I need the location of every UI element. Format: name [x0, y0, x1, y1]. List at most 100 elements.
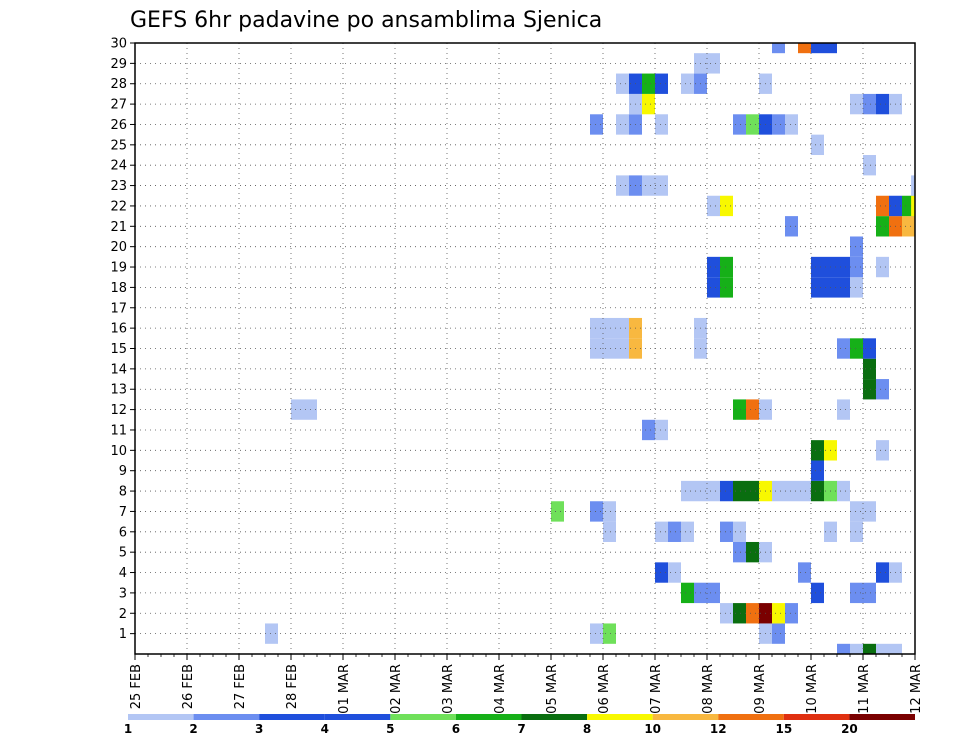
precip-cell — [772, 623, 785, 644]
precip-cell — [811, 277, 824, 298]
precip-cell — [863, 358, 876, 380]
precip-cell — [911, 195, 915, 217]
precip-cell — [850, 582, 863, 604]
precip-cell — [772, 603, 785, 624]
x-tick-label: 12 MAR — [909, 664, 924, 714]
precip-cell — [616, 114, 629, 135]
legend-label: 5 — [386, 722, 394, 736]
precip-cell — [707, 582, 720, 604]
precip-cell — [590, 338, 603, 359]
x-tick-label: 01 MAR — [337, 664, 352, 714]
y-tick-label: 21 — [110, 220, 127, 235]
precip-cell — [642, 93, 655, 115]
precip-cell — [603, 521, 616, 542]
x-tick-label: 02 MAR — [389, 664, 404, 714]
y-tick-label: 14 — [110, 362, 127, 377]
legend-label: 1 — [124, 722, 132, 736]
legend-swatch — [849, 714, 915, 720]
precip-cell — [655, 562, 668, 583]
precip-cell — [655, 521, 668, 542]
precip-cell — [863, 338, 876, 359]
precip-cell — [265, 623, 278, 644]
precip-cell — [837, 480, 850, 502]
precip-cell — [902, 216, 915, 237]
legend-label: 12 — [710, 722, 727, 736]
precip-cell — [616, 338, 629, 359]
precip-cell — [811, 480, 824, 502]
legend-label: 2 — [189, 722, 197, 736]
precip-cell — [863, 501, 876, 522]
x-tick-label: 27 FEB — [233, 664, 248, 709]
precip-cell — [837, 643, 850, 654]
precip-cell — [785, 480, 798, 502]
x-tick-label: 03 MAR — [441, 664, 456, 714]
precip-cell — [876, 440, 889, 461]
precip-cell — [746, 603, 759, 624]
precip-cell — [746, 541, 759, 563]
y-tick-label: 2 — [119, 607, 127, 622]
precip-cell — [668, 562, 681, 583]
y-tick-label: 5 — [119, 546, 127, 561]
y-tick-label: 24 — [110, 159, 127, 174]
precip-cell — [590, 317, 603, 339]
precip-cell — [616, 317, 629, 339]
precip-cell — [850, 643, 863, 654]
y-tick-label: 6 — [119, 525, 127, 540]
precip-cell — [720, 256, 733, 278]
y-tick-label: 8 — [119, 485, 127, 500]
precip-cell — [798, 43, 811, 54]
legend-label: 8 — [583, 722, 591, 736]
x-tick-label: 05 MAR — [545, 664, 560, 714]
y-tick-label: 13 — [110, 383, 127, 398]
precip-cell — [876, 216, 889, 237]
precip-cell — [707, 277, 720, 298]
precip-cell — [681, 582, 694, 604]
x-axis: 25 FEB 26 FEB 27 FEB 28 FEB 01 MAR 02 MAR 03 M… — [129, 654, 924, 714]
precip-cell — [603, 338, 616, 359]
legend-label: 3 — [255, 722, 263, 736]
legend-label: 10 — [644, 722, 661, 736]
y-tick-label: 11 — [110, 423, 127, 438]
precip-cell — [850, 256, 863, 278]
x-tick-label: 25 FEB — [129, 664, 144, 709]
precip-cell — [720, 195, 733, 217]
precip-cell — [720, 480, 733, 502]
precip-cell — [655, 73, 668, 94]
precip-cell — [824, 43, 837, 54]
precip-cell — [590, 623, 603, 644]
precip-cell — [863, 582, 876, 604]
precip-cell — [603, 317, 616, 339]
precip-cell — [655, 419, 668, 441]
legend-swatch — [455, 714, 522, 720]
legend-swatch — [652, 714, 719, 720]
legend-swatch — [324, 714, 391, 720]
y-tick-label: 4 — [119, 566, 127, 581]
legend-swatch — [587, 714, 653, 720]
precip-cell — [746, 399, 759, 420]
x-tick-label: 28 FEB — [285, 664, 300, 709]
precip-cell — [850, 521, 863, 542]
precip-cell — [642, 73, 655, 94]
precip-cell — [811, 460, 824, 481]
y-tick-label: 23 — [110, 179, 127, 194]
precip-cell — [616, 175, 629, 196]
precip-cell — [772, 43, 785, 54]
precip-cell — [811, 134, 824, 156]
precipitation-cells — [265, 43, 915, 654]
precip-cell — [837, 277, 850, 298]
precip-cell — [681, 73, 694, 94]
legend-swatch — [193, 714, 260, 720]
y-tick-label: 3 — [119, 586, 127, 601]
precip-cell — [733, 480, 746, 502]
legend-swatch — [718, 714, 784, 720]
x-tick-label: 11 MAR — [857, 664, 872, 714]
precip-cell — [798, 480, 811, 502]
precip-cell — [876, 93, 889, 115]
precip-cell — [785, 603, 798, 624]
precip-cell — [811, 582, 824, 604]
y-tick-label: 1 — [119, 627, 127, 642]
precip-cell — [876, 379, 889, 400]
precip-cell — [785, 216, 798, 237]
y-tick-label: 29 — [110, 57, 127, 72]
